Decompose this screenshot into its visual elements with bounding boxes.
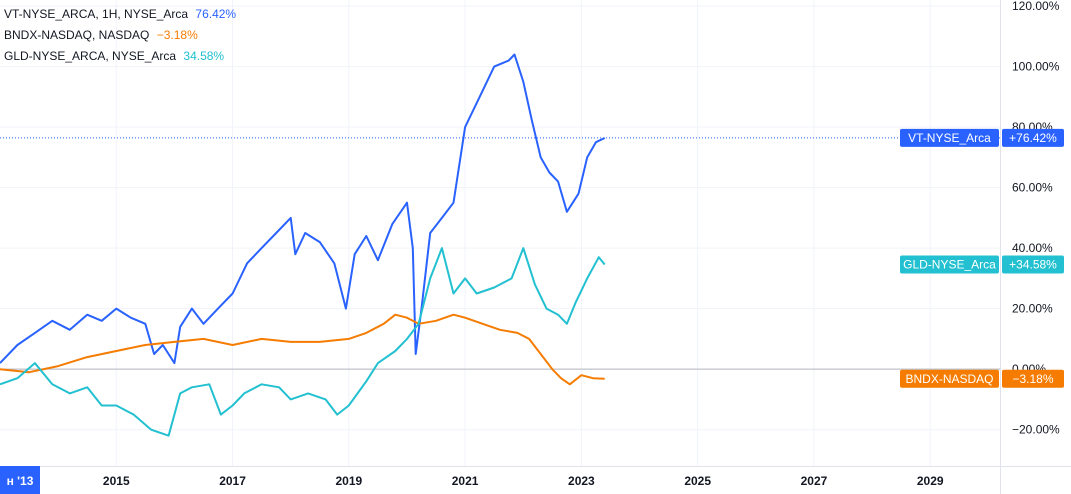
- series-line-bndx: [0, 313, 605, 386]
- x-axis-tick-labels: н '13 2015 2017 2019 2021 2023 2025 2027 2029: [0, 466, 944, 494]
- series-tag-label-bg-bndx: [900, 369, 999, 388]
- legend-item-vt[interactable]: VT-NYSE_ARCA, 1H, NYSE_Arca 76.42%: [4, 4, 236, 25]
- series-lines: [0, 53, 1000, 437]
- x-tick-label-1: 2017: [219, 474, 246, 488]
- horizontal-gridlines: [0, 5, 1000, 431]
- series-tag-value-gld: +34.58%: [1009, 258, 1057, 272]
- legend-label-bndx: BNDX-NASDAQ, NASDAQ: [4, 28, 150, 42]
- y-tick-label-0: 120.00%: [1012, 0, 1060, 13]
- series-tag-label-vt: VT-NYSE_Arca: [908, 131, 991, 145]
- x-tick-label-3: 2021: [452, 474, 479, 488]
- vertical-gridlines: [115, 0, 931, 466]
- y-tick-label-1: 100.00%: [1012, 60, 1060, 74]
- x-start-label-bg: [0, 466, 40, 494]
- series-tag-label-bg-vt: [900, 128, 999, 147]
- legend-label-gld: GLD-NYSE_ARCA, NYSE_Arca: [4, 49, 177, 63]
- series-tag-value-vt: +76.42%: [1009, 131, 1057, 145]
- series-tag-label-bndx: BNDX-NASDAQ: [905, 372, 993, 386]
- y-tick-label-7: −20.00%: [1012, 423, 1060, 437]
- y-tick-label-3: 60.00%: [1012, 181, 1053, 195]
- series-tag-value-bg-gld: [1002, 255, 1064, 274]
- x-tick-label-4: 2023: [568, 474, 595, 488]
- series-tag-value-bndx: −3.18%: [1012, 372, 1053, 386]
- x-tick-label-0: 2015: [103, 474, 130, 488]
- legend-value-gld: 34.58%: [183, 49, 225, 63]
- series-tag-value-bg-vt: [1002, 128, 1064, 147]
- legend-item-bndx[interactable]: BNDX-NASDAQ, NASDAQ −3.18%: [4, 25, 236, 46]
- series-tag-label-bg-gld: [900, 255, 999, 274]
- series-line-gld: [0, 247, 606, 437]
- legend-item-gld[interactable]: GLD-NYSE_ARCA, NYSE_Arca 34.58%: [4, 46, 236, 67]
- series-value-tags: VT-NYSE_Arca +76.42% BNDX-NASDAQ −3.18% GLD-…: [900, 128, 1064, 388]
- x-start-label: н '13: [7, 474, 34, 488]
- legend: VT-NYSE_ARCA, 1H, NYSE_Arca 76.42% BNDX-…: [4, 4, 236, 67]
- x-tick-label-2: 2019: [335, 474, 362, 488]
- y-tick-label-4: 40.00%: [1012, 241, 1053, 255]
- series-line-vt: [0, 53, 606, 365]
- x-tick-label-6: 2027: [801, 474, 828, 488]
- y-tick-label-5: 20.00%: [1012, 302, 1053, 316]
- x-tick-label-7: 2029: [917, 474, 944, 488]
- legend-value-bndx: −3.18%: [156, 28, 198, 42]
- legend-label-vt: VT-NYSE_ARCA, 1H, NYSE_Arca: [4, 7, 189, 21]
- series-tag-label-gld: GLD-NYSE_Arca: [903, 258, 996, 272]
- x-tick-label-5: 2025: [684, 474, 711, 488]
- legend-value-vt: 76.42%: [195, 7, 237, 21]
- series-tag-value-bg-bndx: [1002, 369, 1064, 388]
